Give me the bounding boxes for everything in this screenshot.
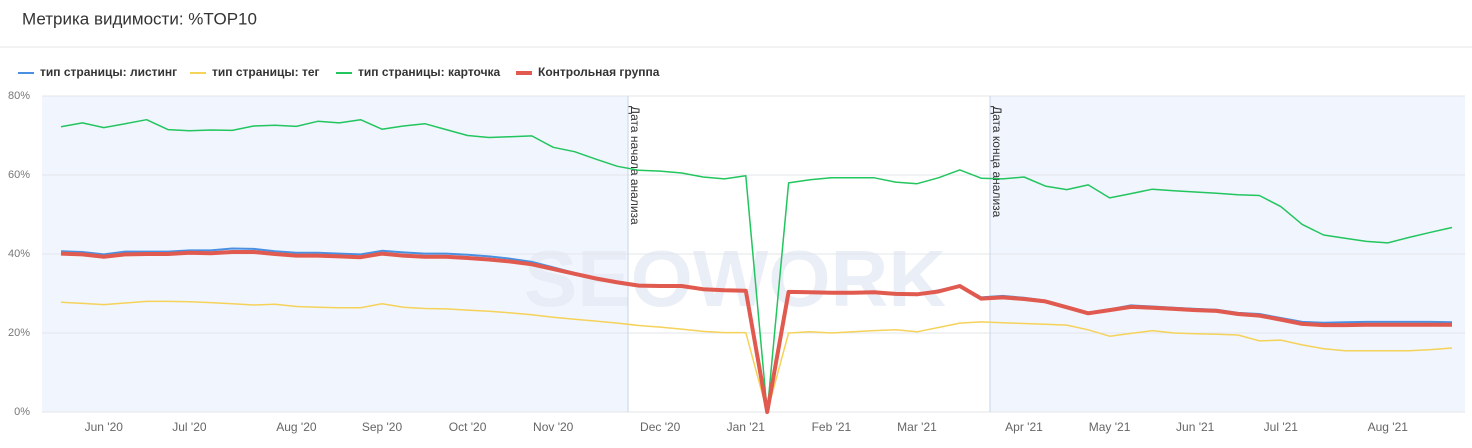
x-tick-label: Jun '20 (85, 420, 124, 434)
x-tick-label: Feb '21 (812, 420, 852, 434)
x-tick-label: Aug '21 (1368, 420, 1409, 434)
watermark: SEOWORK (524, 234, 946, 323)
x-tick-label: Jan '21 (727, 420, 766, 434)
x-tick-label: Oct '20 (449, 420, 487, 434)
x-tick-label: Nov '20 (533, 420, 574, 434)
x-tick-label: Jun '21 (1176, 420, 1215, 434)
legend-label: тип страницы: тег (212, 65, 320, 79)
annotation-label: Дата конца анализа (990, 106, 1004, 218)
y-tick-label: 60% (8, 169, 30, 181)
x-tick-label: Jul '21 (1264, 420, 1299, 434)
x-tick-label: Apr '21 (1005, 420, 1043, 434)
y-tick-label: 80% (8, 90, 30, 102)
x-tick-label: Jul '20 (172, 420, 207, 434)
x-tick-label: Aug '20 (276, 420, 317, 434)
x-tick-label: May '21 (1089, 420, 1131, 434)
y-tick-label: 20% (8, 327, 30, 339)
legend-label: тип страницы: карточка (358, 65, 501, 79)
series-line (60, 300, 1453, 413)
legend-label: тип страницы: листинг (40, 65, 177, 79)
x-tick-label: Dec '20 (640, 420, 681, 434)
y-tick-label: 40% (8, 248, 30, 260)
y-tick-label: 0% (14, 406, 30, 418)
x-tick-label: Mar '21 (897, 420, 937, 434)
x-tick-label: Sep '20 (362, 420, 403, 434)
chart-title: Метрика видимости: %TOP10 (22, 9, 257, 28)
annotation-label: Дата начала анализа (628, 106, 642, 225)
legend-label: Контрольная группа (538, 65, 660, 79)
series-line (60, 118, 1453, 413)
series-line (60, 250, 1452, 414)
